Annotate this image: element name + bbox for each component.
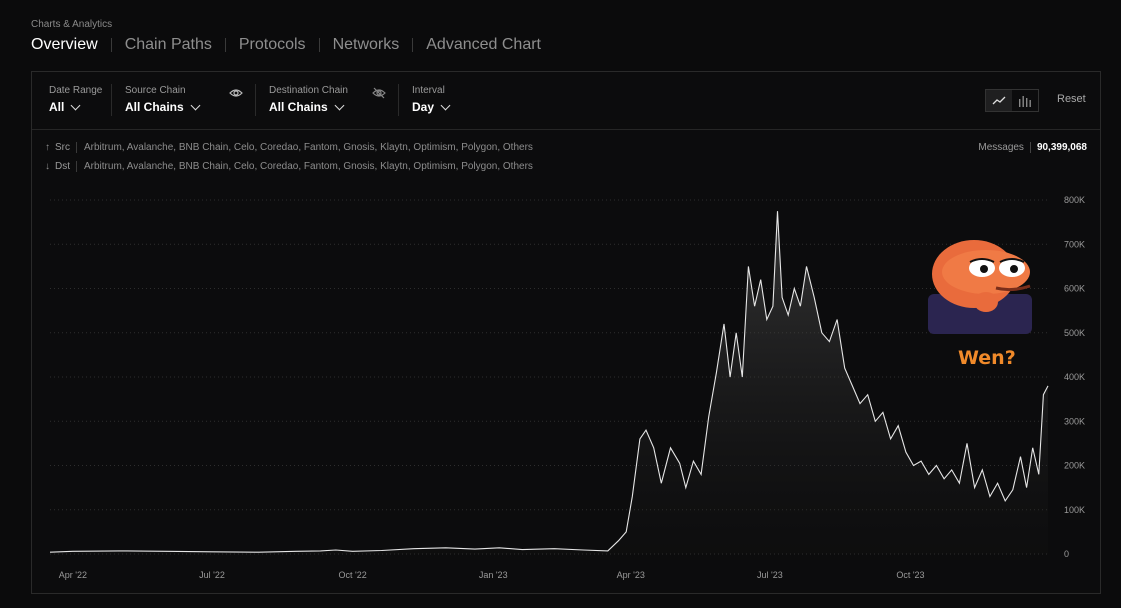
line-chart-icon <box>992 96 1006 104</box>
filter-divider <box>111 84 112 116</box>
arrow-up-icon: ↑ <box>45 142 50 153</box>
x-tick-label: Oct '22 <box>338 570 366 580</box>
route-divider <box>76 142 77 153</box>
y-tick-label: 300K <box>1064 416 1085 426</box>
source-chain-label: Source Chain <box>125 85 186 96</box>
series-area <box>50 211 1048 554</box>
pepe-meme-image <box>928 240 1032 334</box>
filter-divider <box>255 84 256 116</box>
messages-value: 90,399,068 <box>1036 142 1087 153</box>
y-tick-label: 400K <box>1064 372 1085 382</box>
tab-divider <box>224 38 226 52</box>
dst-chains: Arbitrum, Avalanche, BNB Chain, Celo, Co… <box>84 161 533 172</box>
interval-filter: Interval Day <box>412 85 451 116</box>
bar-chart-icon <box>1019 95 1031 107</box>
x-tick-label: Jul '23 <box>757 570 783 580</box>
tab-divider <box>110 38 112 52</box>
y-tick-label: 600K <box>1064 284 1085 294</box>
eye-icon[interactable] <box>229 86 243 100</box>
y-axis: 0 100K 200K 300K 400K 500K 600K 700K 800K <box>1064 195 1085 559</box>
interval-value: Day <box>412 100 435 114</box>
destination-chain-value: All Chains <box>269 100 328 114</box>
date-range-label: Date Range <box>49 85 103 96</box>
src-chains: Arbitrum, Avalanche, BNB Chain, Celo, Co… <box>84 142 533 153</box>
eye-off-icon[interactable] <box>372 86 386 100</box>
tab-divider <box>412 38 414 52</box>
line-chart-button[interactable] <box>986 90 1012 111</box>
dst-label: Dst <box>55 161 70 172</box>
x-tick-label: Apr '23 <box>617 570 645 580</box>
breadcrumb: Charts & Analytics <box>31 19 113 30</box>
source-route: ↑ Src Arbitrum, Avalanche, BNB Chain, Ce… <box>45 142 533 153</box>
tab-bar: Overview Chain Paths Protocols Networks … <box>31 36 541 54</box>
destination-chain-label: Destination Chain <box>269 85 348 96</box>
interval-select[interactable]: Day <box>412 100 451 114</box>
source-chain-select[interactable]: All Chains <box>125 100 201 114</box>
bar-chart-button[interactable] <box>1012 90 1038 111</box>
destination-chain-filter: Destination Chain All Chains <box>269 85 348 116</box>
source-chain-filter: Source Chain All Chains <box>125 85 201 116</box>
date-range-value: All <box>49 100 65 114</box>
x-tick-label: Apr '22 <box>59 570 87 580</box>
messages-label: Messages <box>978 142 1024 153</box>
source-chain-value: All Chains <box>125 100 184 114</box>
tab-networks[interactable]: Networks <box>332 36 400 53</box>
reset-button[interactable]: Reset <box>1057 93 1086 105</box>
y-tick-label: 100K <box>1064 505 1085 515</box>
filter-bar: Date Range All Source Chain All Chains D… <box>32 72 1100 130</box>
y-tick-label: 500K <box>1064 328 1085 338</box>
tab-advanced-chart[interactable]: Advanced Chart <box>426 36 541 53</box>
arrow-down-icon: ↓ <box>45 161 50 172</box>
y-tick-label: 0 <box>1064 549 1069 559</box>
x-tick-label: Jan '23 <box>479 570 508 580</box>
y-tick-label: 800K <box>1064 195 1085 205</box>
src-label: Src <box>55 142 70 153</box>
series-line <box>49 211 1049 553</box>
filter-divider <box>398 84 399 116</box>
destination-route: ↓ Dst Arbitrum, Avalanche, BNB Chain, Ce… <box>45 161 533 172</box>
date-range-filter: Date Range All <box>49 85 102 116</box>
tab-protocols[interactable]: Protocols <box>238 36 306 53</box>
messages-counter: Messages 90,399,068 <box>978 142 1087 153</box>
tab-chain-paths[interactable]: Chain Paths <box>124 36 212 53</box>
x-axis: Apr '22 Jul '22 Oct '22 Jan '23 Apr '23 Jul '… <box>59 570 925 580</box>
route-divider <box>76 161 77 172</box>
x-tick-label: Oct '23 <box>896 570 924 580</box>
messages-divider <box>1029 142 1031 153</box>
tab-divider <box>318 38 320 52</box>
y-tick-label: 700K <box>1064 239 1085 249</box>
destination-chain-select[interactable]: All Chains <box>269 100 345 114</box>
y-tick-label: 200K <box>1064 461 1085 471</box>
date-range-select[interactable]: All <box>49 100 81 114</box>
x-tick-label: Jul '22 <box>199 570 225 580</box>
interval-label: Interval <box>412 85 445 96</box>
tab-overview[interactable]: Overview <box>31 36 98 53</box>
meme-caption: Wen? <box>958 347 1016 369</box>
chart-type-toggle <box>985 89 1039 112</box>
